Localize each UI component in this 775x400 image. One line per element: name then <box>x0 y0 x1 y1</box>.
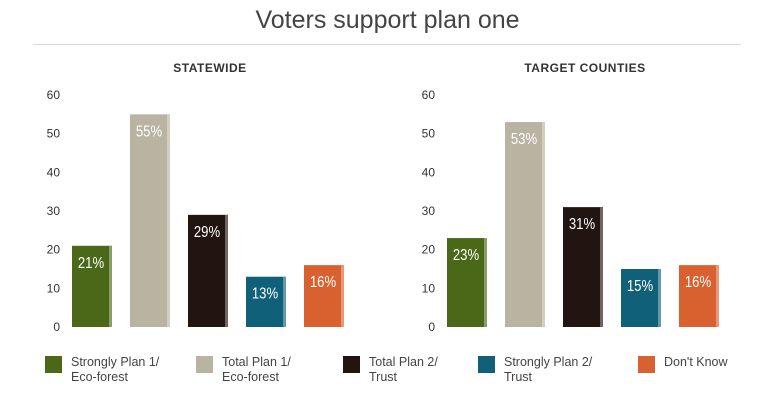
legend-label: Strongly Plan 1/ Eco-forest <box>71 355 160 384</box>
data-label: 23% <box>453 247 479 264</box>
data-label: 55% <box>136 123 162 140</box>
bar-highlight <box>716 265 719 327</box>
bar <box>563 207 603 327</box>
y-tick-label: 40 <box>422 165 436 179</box>
legend-label: Total Plan 2/ Trust <box>369 355 438 384</box>
legend-item-dont-know: Don't Know <box>638 355 728 373</box>
data-label: 21% <box>78 255 104 272</box>
legend-label: Strongly Plan 2/ Trust <box>504 355 593 384</box>
data-label: 16% <box>685 274 711 291</box>
target-counties-bar-chart: 0 10 20 30 40 50 60 23% 53% 31% 15% 16% <box>422 88 719 334</box>
legend-label: Don't Know <box>664 355 728 369</box>
bar-highlight <box>225 214 228 327</box>
legend-swatch <box>45 356 62 373</box>
bar <box>304 265 344 327</box>
legend-item-total-plan-1: Total Plan 1/ Eco-forest <box>196 355 291 385</box>
chart-legend: Strongly Plan 1/ Eco-forest Total Plan 1… <box>0 355 775 395</box>
chart-title: Voters support plan one <box>255 6 520 34</box>
legend-swatch <box>638 356 655 373</box>
bar-highlight <box>109 245 112 327</box>
bar-highlight <box>658 269 661 327</box>
statewide-bar-chart: 0 10 20 30 40 50 60 21% 55% 29% 13% 16% <box>47 88 344 334</box>
bar <box>621 269 661 327</box>
data-label: 16% <box>310 274 336 291</box>
y-tick-label: 60 <box>47 88 61 102</box>
y-tick-label: 0 <box>53 320 60 334</box>
legend-item-strongly-plan-1: Strongly Plan 1/ Eco-forest <box>45 355 159 385</box>
data-label: 31% <box>569 216 595 233</box>
legend-item-strongly-plan-2: Strongly Plan 2/ Trust <box>478 355 592 385</box>
bar-highlight <box>542 122 545 327</box>
bar-highlight <box>600 207 603 327</box>
y-tick-label: 30 <box>47 204 61 218</box>
bar <box>505 122 545 327</box>
bar <box>447 238 487 327</box>
y-tick-label: 20 <box>422 243 436 257</box>
legend-swatch <box>196 356 213 373</box>
y-tick-label: 10 <box>422 281 436 295</box>
bar <box>679 265 719 327</box>
y-tick-label: 50 <box>47 127 61 141</box>
y-tick-label: 10 <box>47 281 61 295</box>
bar-highlight <box>484 238 487 327</box>
legend-item-total-plan-2: Total Plan 2/ Trust <box>343 355 438 385</box>
title-divider <box>33 44 741 45</box>
bar <box>188 214 228 327</box>
data-label: 53% <box>511 131 537 148</box>
legend-label: Total Plan 1/ Eco-forest <box>222 355 291 384</box>
target-counties-chart-title: TARGET COUNTIES <box>524 61 646 75</box>
y-tick-label: 60 <box>422 88 436 102</box>
bar-highlight <box>341 265 344 327</box>
bar <box>130 114 170 327</box>
legend-swatch <box>343 356 360 373</box>
legend-swatch <box>478 356 495 373</box>
target-counties-chart-panel: TARGET COUNTIES 0 10 20 30 40 50 60 23% 53% 31% 15… <box>405 55 765 340</box>
bar-highlight <box>167 114 170 327</box>
data-label: 29% <box>194 224 220 241</box>
y-tick-label: 40 <box>47 165 61 179</box>
bar <box>246 276 286 327</box>
y-tick-label: 30 <box>422 204 436 218</box>
y-tick-label: 0 <box>428 320 435 334</box>
data-label: 13% <box>252 286 278 303</box>
statewide-chart-title: STATEWIDE <box>173 61 247 75</box>
data-label: 15% <box>627 278 653 295</box>
bar-highlight <box>283 276 286 327</box>
statewide-chart-panel: STATEWIDE 0 10 20 30 40 50 60 21% 55% 29% 13% 16% <box>30 55 390 340</box>
bar <box>72 245 112 327</box>
y-tick-label: 50 <box>422 127 436 141</box>
y-tick-label: 20 <box>47 243 61 257</box>
